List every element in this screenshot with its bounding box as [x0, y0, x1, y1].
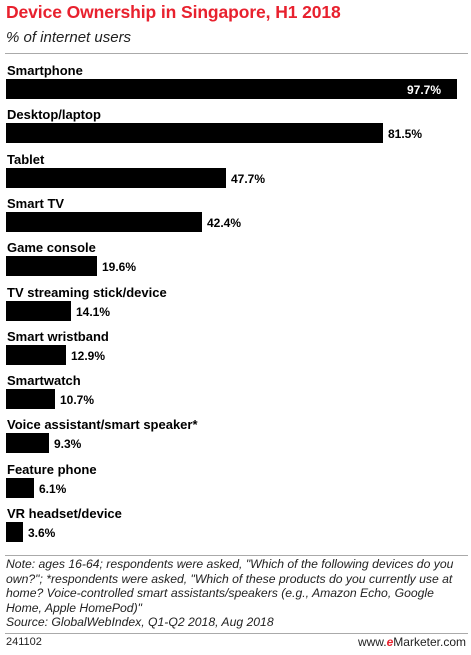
data-label: 10.7% — [60, 393, 95, 408]
category-label: Smart TV — [7, 195, 65, 211]
category-label: Game console — [7, 240, 96, 256]
bottom-divider — [5, 555, 468, 556]
brand-name: Marketer — [393, 635, 440, 649]
brand-prefix: www. — [357, 635, 387, 649]
category-label: Feature phone — [7, 461, 97, 477]
bar — [6, 211, 202, 232]
footer-divider — [5, 633, 468, 634]
note-text: Note: ages 16-64; respondents were asked… — [6, 557, 454, 615]
data-label: 19.6% — [102, 260, 137, 275]
bar — [6, 256, 97, 277]
bar — [6, 167, 226, 188]
category-label: Voice assistant/smart speaker* — [7, 417, 198, 433]
data-label: 81.5% — [388, 127, 423, 142]
data-label: 14.1% — [76, 304, 111, 319]
bar — [6, 522, 23, 542]
brand-suffix: .com — [439, 635, 466, 649]
brand-accent: e — [386, 635, 394, 649]
data-label: 47.7% — [231, 171, 266, 186]
category-label: Smart wristband — [7, 328, 109, 344]
category-label: TV streaming stick/device — [7, 284, 167, 300]
top-divider — [5, 53, 468, 54]
bar — [6, 389, 55, 410]
bar-chart: Smartphone 97.7% Desktop/laptop 81.5% Tablet… — [6, 63, 457, 542]
category-label: Tablet — [7, 151, 45, 167]
category-label: Desktop/laptop — [7, 107, 101, 123]
chart-notes: Note: ages 16-64; respondents were asked… — [6, 557, 468, 630]
bar — [6, 344, 66, 365]
category-label: VR headset/device — [7, 506, 122, 521]
bar — [6, 433, 49, 454]
data-label: 42.4% — [207, 215, 242, 230]
data-label: 9.3% — [54, 437, 82, 452]
bar — [6, 123, 383, 144]
bar — [6, 300, 71, 321]
chart-id: 241102 — [6, 636, 42, 648]
category-label: Smartwatch — [7, 373, 81, 389]
chart-title: Device Ownership in Singapore, H1 2018 — [6, 2, 341, 22]
bar — [6, 79, 457, 99]
bar — [6, 477, 34, 498]
source-text: Source: GlobalWebIndex, Q1-Q2 2018, Aug … — [6, 615, 274, 629]
data-label: 12.9% — [71, 348, 106, 363]
category-label: Smartphone — [7, 63, 83, 78]
data-label: 97.7% — [407, 83, 442, 97]
data-label: 3.6% — [28, 526, 56, 540]
chart-subtitle: % of internet users — [6, 29, 132, 46]
data-label: 6.1% — [39, 481, 67, 496]
brand-url: www.eMarketer.com — [358, 635, 466, 649]
